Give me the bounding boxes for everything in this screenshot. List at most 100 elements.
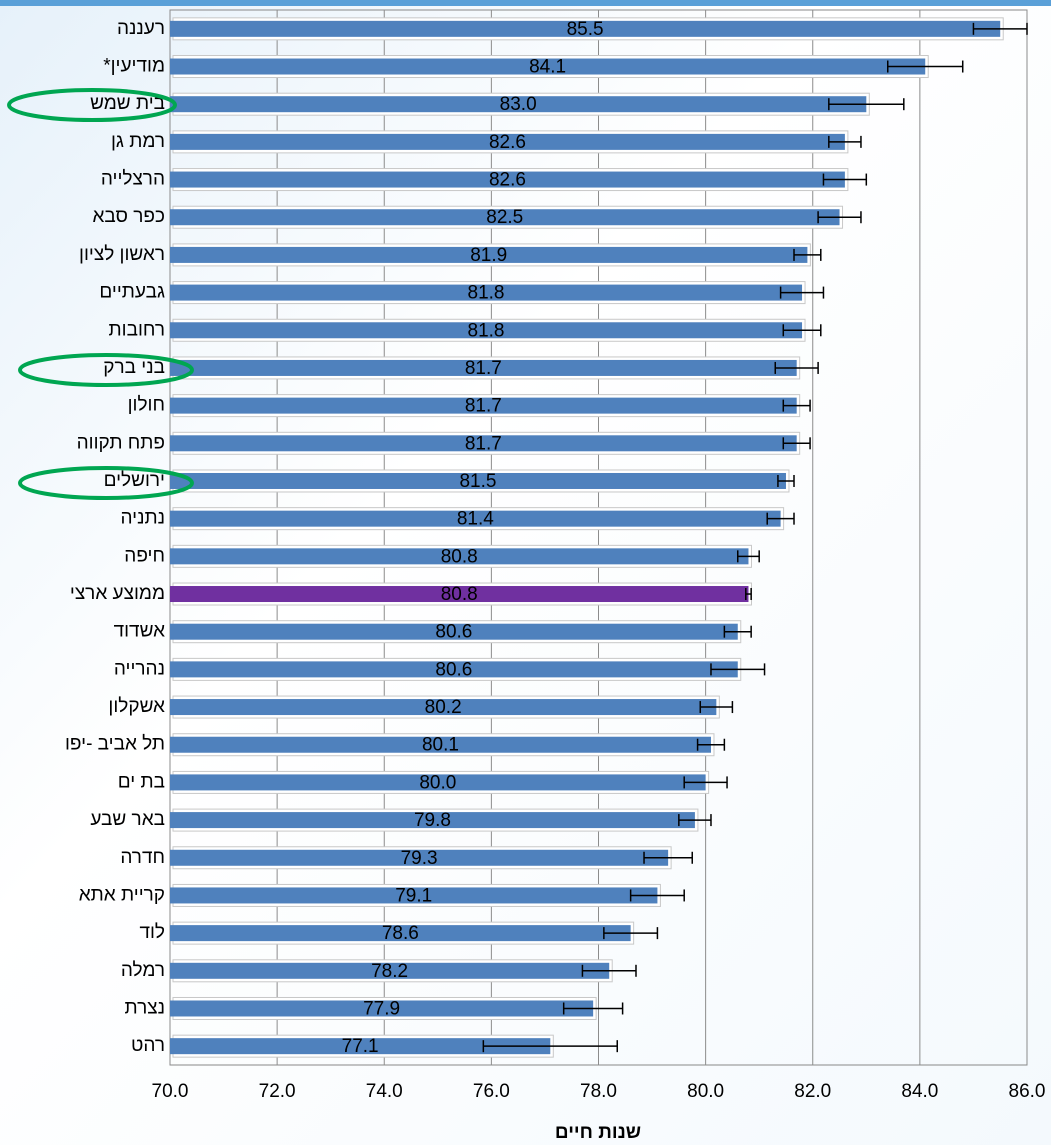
y-tick-label: הרצלייה: [101, 169, 165, 190]
bar: [170, 510, 781, 527]
top-strip: [0, 0, 1051, 6]
bar: [170, 209, 840, 226]
bar: [170, 472, 786, 489]
y-tick-label: חולון: [128, 395, 165, 416]
value-label: 81.7: [465, 433, 502, 454]
x-tick-label: 72.0: [259, 1081, 296, 1102]
value-label: 85.5: [567, 19, 604, 40]
y-tick-label: אשדוד: [114, 621, 165, 642]
bar: [170, 284, 803, 301]
value-label: 83.0: [500, 94, 537, 115]
bar: [170, 435, 797, 452]
value-label: 78.6: [382, 923, 419, 944]
y-tick-label: רחובות: [109, 319, 165, 340]
bar: [170, 736, 711, 753]
value-label: 82.6: [489, 170, 526, 191]
bar: [170, 397, 797, 414]
bar: [170, 812, 695, 829]
value-label: 81.4: [457, 509, 494, 530]
y-tick-label: פתח תקווה: [77, 432, 165, 453]
value-label: 81.7: [465, 396, 502, 417]
value-label: 82.5: [486, 207, 523, 228]
bar: [170, 661, 738, 678]
value-label: 81.8: [468, 283, 505, 304]
value-label: 80.6: [435, 622, 472, 643]
bar: [170, 586, 749, 603]
y-tick-label: בית שמש: [90, 93, 165, 114]
highlight: [18, 466, 194, 500]
value-label: 77.1: [342, 1036, 379, 1057]
bar: [170, 925, 631, 942]
y-tick-label: אשקלון: [108, 696, 165, 717]
x-axis-label: שנות חיים: [555, 1122, 641, 1143]
bar: [170, 548, 749, 565]
x-tick-label: 82.0: [794, 1081, 831, 1102]
bar: [170, 246, 808, 263]
bar: [170, 359, 797, 376]
value-label: 79.8: [414, 810, 451, 831]
value-label: 79.3: [401, 848, 438, 869]
value-label: 81.7: [465, 358, 502, 379]
bar: [170, 623, 738, 640]
x-tick-label: 70.0: [152, 1081, 189, 1102]
bar: [170, 887, 658, 904]
y-tick-label: ראשון לציון: [79, 244, 165, 265]
x-tick-label: 80.0: [687, 1081, 724, 1102]
plot: 70.0 72.0 74.0 76.0 78.0 80.0 82.0 84.0 86.0 רעננ…: [65, 9, 1046, 1102]
y-tick-label: גבעתיים: [99, 282, 165, 303]
bar: [170, 1000, 594, 1017]
y-tick-label: נהרייה: [114, 658, 165, 679]
x-tick-label: 78.0: [580, 1081, 617, 1102]
bar: [170, 699, 717, 716]
bar: [170, 96, 867, 113]
value-label: 77.9: [363, 998, 400, 1019]
y-tick-label: לוד: [139, 922, 165, 943]
bar: [170, 774, 706, 791]
bar: [170, 58, 926, 75]
value-label: 82.6: [489, 132, 526, 153]
value-label: 78.2: [371, 961, 408, 982]
value-label: 80.0: [419, 772, 456, 793]
value-label: 80.8: [441, 584, 478, 605]
x-tick-label: 84.0: [901, 1081, 938, 1102]
value-label: 80.2: [425, 697, 462, 718]
y-tick-label: תל אביב -יפו: [65, 734, 165, 755]
bar: [170, 962, 610, 979]
bar: [170, 322, 803, 339]
y-tick-label: בת ים: [118, 771, 165, 792]
y-tick-label: נצרת: [125, 997, 165, 1018]
bar: [170, 171, 845, 188]
value-label: 79.1: [395, 885, 432, 906]
y-tick-label: קריית אתא: [79, 884, 165, 905]
y-tick-label: רמלה: [121, 960, 165, 981]
value-label: 81.9: [470, 245, 507, 266]
value-label: 80.6: [435, 659, 472, 680]
highlight: [7, 88, 177, 122]
highlight: [18, 353, 194, 387]
y-tick-label: ירושלים: [104, 470, 165, 491]
bar: [170, 133, 845, 150]
y-tick-label: רהט: [131, 1035, 165, 1056]
y-tick-label: ממוצע ארצי: [70, 583, 165, 604]
value-label: 81.8: [468, 320, 505, 341]
y-tick-label: נתניה: [120, 508, 165, 529]
y-tick-label: רעננה: [117, 18, 165, 39]
y-tick-label: בני ברק: [103, 357, 165, 378]
x-tick-label: 86.0: [1009, 1081, 1046, 1102]
y-tick-label: רמת גן: [111, 131, 165, 152]
bar: [170, 849, 669, 866]
x-tick-label: 76.0: [473, 1081, 510, 1102]
y-tick-label: מודיעין*: [103, 56, 165, 77]
y-tick-label: חיפה: [124, 545, 165, 566]
value-label: 84.1: [529, 57, 566, 78]
y-tick-label: באר שבע: [90, 809, 165, 830]
bar: [170, 20, 1001, 37]
value-label: 80.1: [422, 735, 459, 756]
value-label: 81.5: [459, 471, 496, 492]
y-tick-label: כפר סבא: [92, 206, 165, 227]
value-label: 80.8: [441, 546, 478, 567]
y-tick-label: חדרה: [120, 847, 165, 868]
x-tick-label: 74.0: [366, 1081, 403, 1102]
bar: [170, 1038, 551, 1055]
